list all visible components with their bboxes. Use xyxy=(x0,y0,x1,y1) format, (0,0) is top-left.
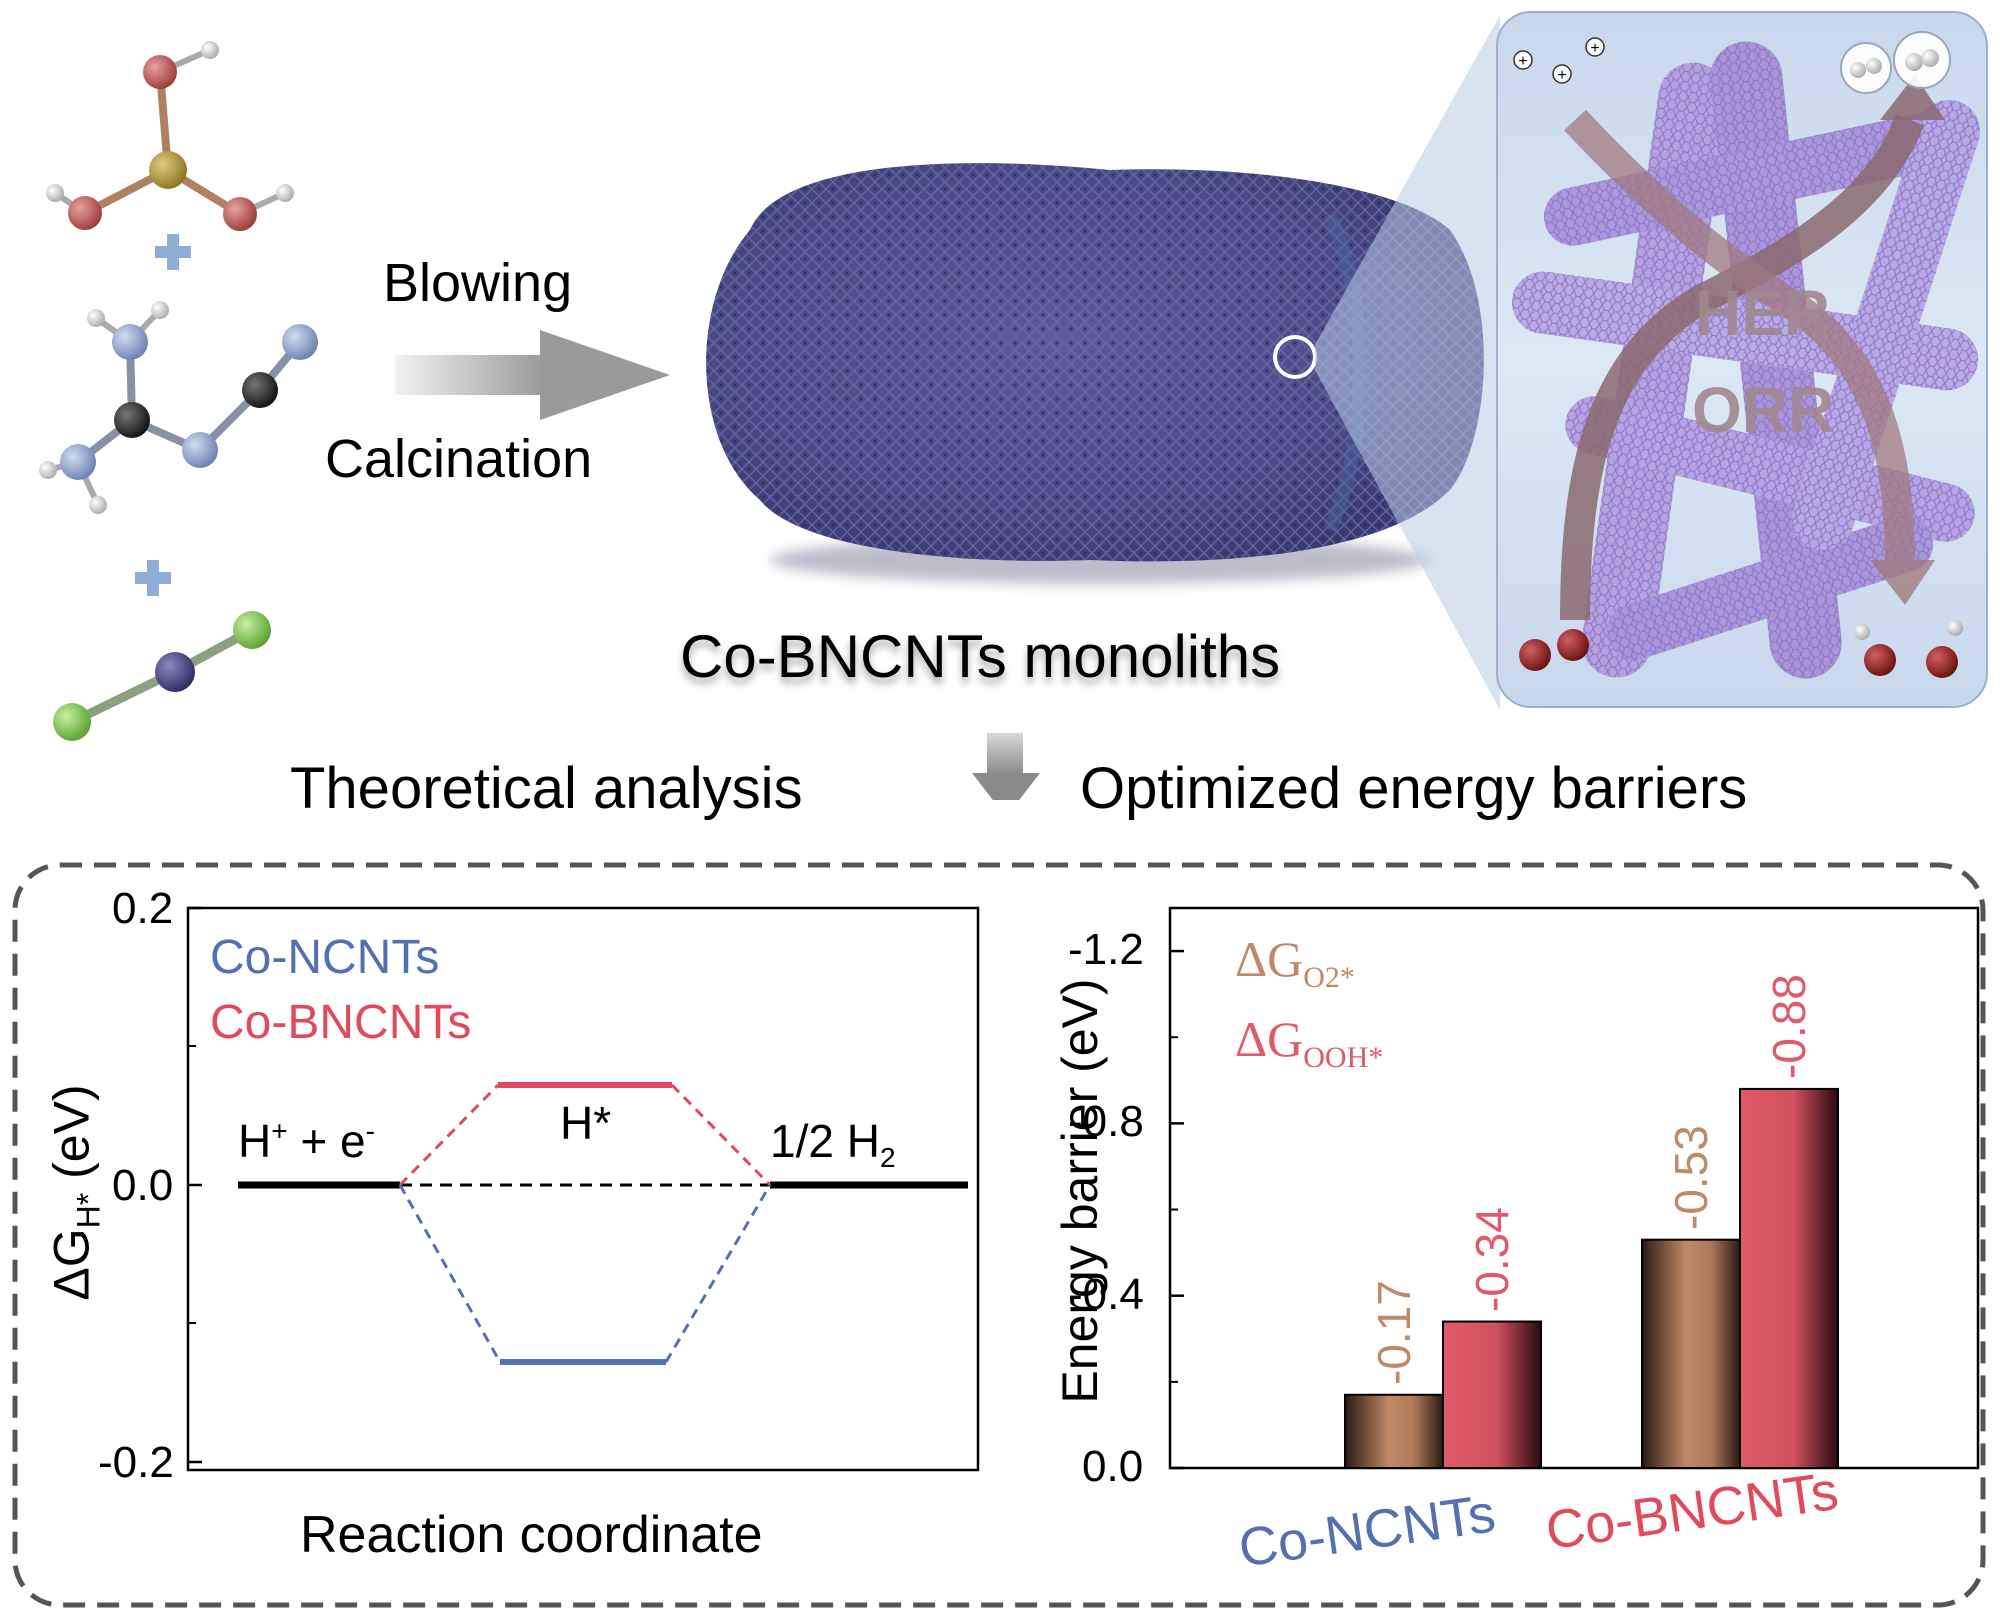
bar-co-bncnts-series-0 xyxy=(1641,1238,1741,1470)
oxygen-molecule-icon xyxy=(1519,629,1589,671)
bar-chart-svg xyxy=(1168,906,1980,1470)
y-tick-label: 0.2 xyxy=(112,884,174,933)
orr-label: ORR xyxy=(1692,374,1834,446)
legend-dg-ooh: ΔGOOH* xyxy=(1235,1011,1384,1074)
plot-frame xyxy=(1168,906,1980,1470)
final-state-label: 1/2 H2 xyxy=(770,1115,896,1174)
optimized-barriers-label: Optimized energy barriers xyxy=(1080,756,1748,821)
svg-text:+: + xyxy=(1557,67,1566,84)
bar-value-label: -0.53 xyxy=(1665,1124,1717,1230)
orr-arrow-icon xyxy=(1564,109,1915,561)
boric-acid-molecule xyxy=(46,41,294,231)
proton-icon: + + + xyxy=(1513,37,1605,84)
y-axis-label: ΔGH* (eV) xyxy=(43,1084,107,1301)
calcination-label: Calcination xyxy=(325,429,593,489)
bar-value-label: -0.17 xyxy=(1368,1279,1420,1385)
y-tick-label: 0.0 xyxy=(1082,1442,1144,1491)
y-tick-label: -1.2 xyxy=(1068,925,1144,975)
y-tick-label: 0.0 xyxy=(112,1161,174,1210)
intermediate-state-label: H* xyxy=(560,1097,612,1149)
x-axis-label: Reaction coordinate xyxy=(300,1506,763,1564)
svg-text:+: + xyxy=(1590,40,1599,57)
monolith-image xyxy=(706,163,1484,584)
hydrogen-bubble-icon xyxy=(1840,31,1951,94)
bar-co-bncnts-series-1 xyxy=(1739,1087,1839,1470)
y-tick-label: -0.8 xyxy=(1068,1097,1144,1147)
legend-co-bncnts: Co-BNCNTs xyxy=(210,996,472,1049)
plus-icon xyxy=(155,234,191,270)
nanotube-zoom-panel: + + + xyxy=(1496,11,1988,708)
plus-icon xyxy=(135,560,171,596)
synthesis-illustration: + + + HER ORR xyxy=(39,11,1988,800)
svg-text:+: + xyxy=(1518,53,1527,70)
dicyandiamide-molecule xyxy=(39,301,318,514)
y-tick-label: -0.4 xyxy=(1068,1269,1144,1319)
her-label: HER xyxy=(1695,277,1830,349)
her-arrow-icon xyxy=(1560,114,1925,621)
analysis-frame xyxy=(12,862,1986,1608)
bar-co-ncnts-series-0 xyxy=(1344,1393,1444,1469)
legend-dg-o2: ΔGO2* xyxy=(1235,931,1355,994)
bar-value-label: -0.88 xyxy=(1763,974,1815,1079)
blowing-label: Blowing xyxy=(383,253,573,313)
orr-energy-barrier-chart: 0.0 -0.4 -0.8 -1.2 Energy barrier (eV) ΔGO2… xyxy=(1000,860,2000,1619)
hydrogen-adsorption-chart: 0.2 0.0 -0.2 ΔGH* (eV) Reaction coordina… xyxy=(0,860,1000,1619)
y-tick-label: -0.2 xyxy=(98,1438,174,1487)
legend-co-ncnts: Co-NCNTs xyxy=(210,931,440,984)
cobalt-chloride-molecule xyxy=(53,611,271,741)
initial-state-label: H+ + e- xyxy=(238,1115,375,1167)
y-axis-label: Energy barrier (eV) xyxy=(1052,978,1108,1404)
process-arrow-icon xyxy=(395,330,670,420)
bar-co-ncnts-series-1 xyxy=(1442,1320,1542,1469)
plot-frame xyxy=(186,906,980,1472)
zoom-wedge xyxy=(1315,15,1500,710)
theoretical-analysis-label: Theoretical analysis xyxy=(290,756,803,821)
water-molecule-icon xyxy=(1854,620,1963,678)
analysis-arrow-icon xyxy=(972,733,1040,800)
product-label: Co-BNCNTs monoliths xyxy=(680,623,1281,690)
bar-value-label: -0.34 xyxy=(1466,1206,1518,1312)
